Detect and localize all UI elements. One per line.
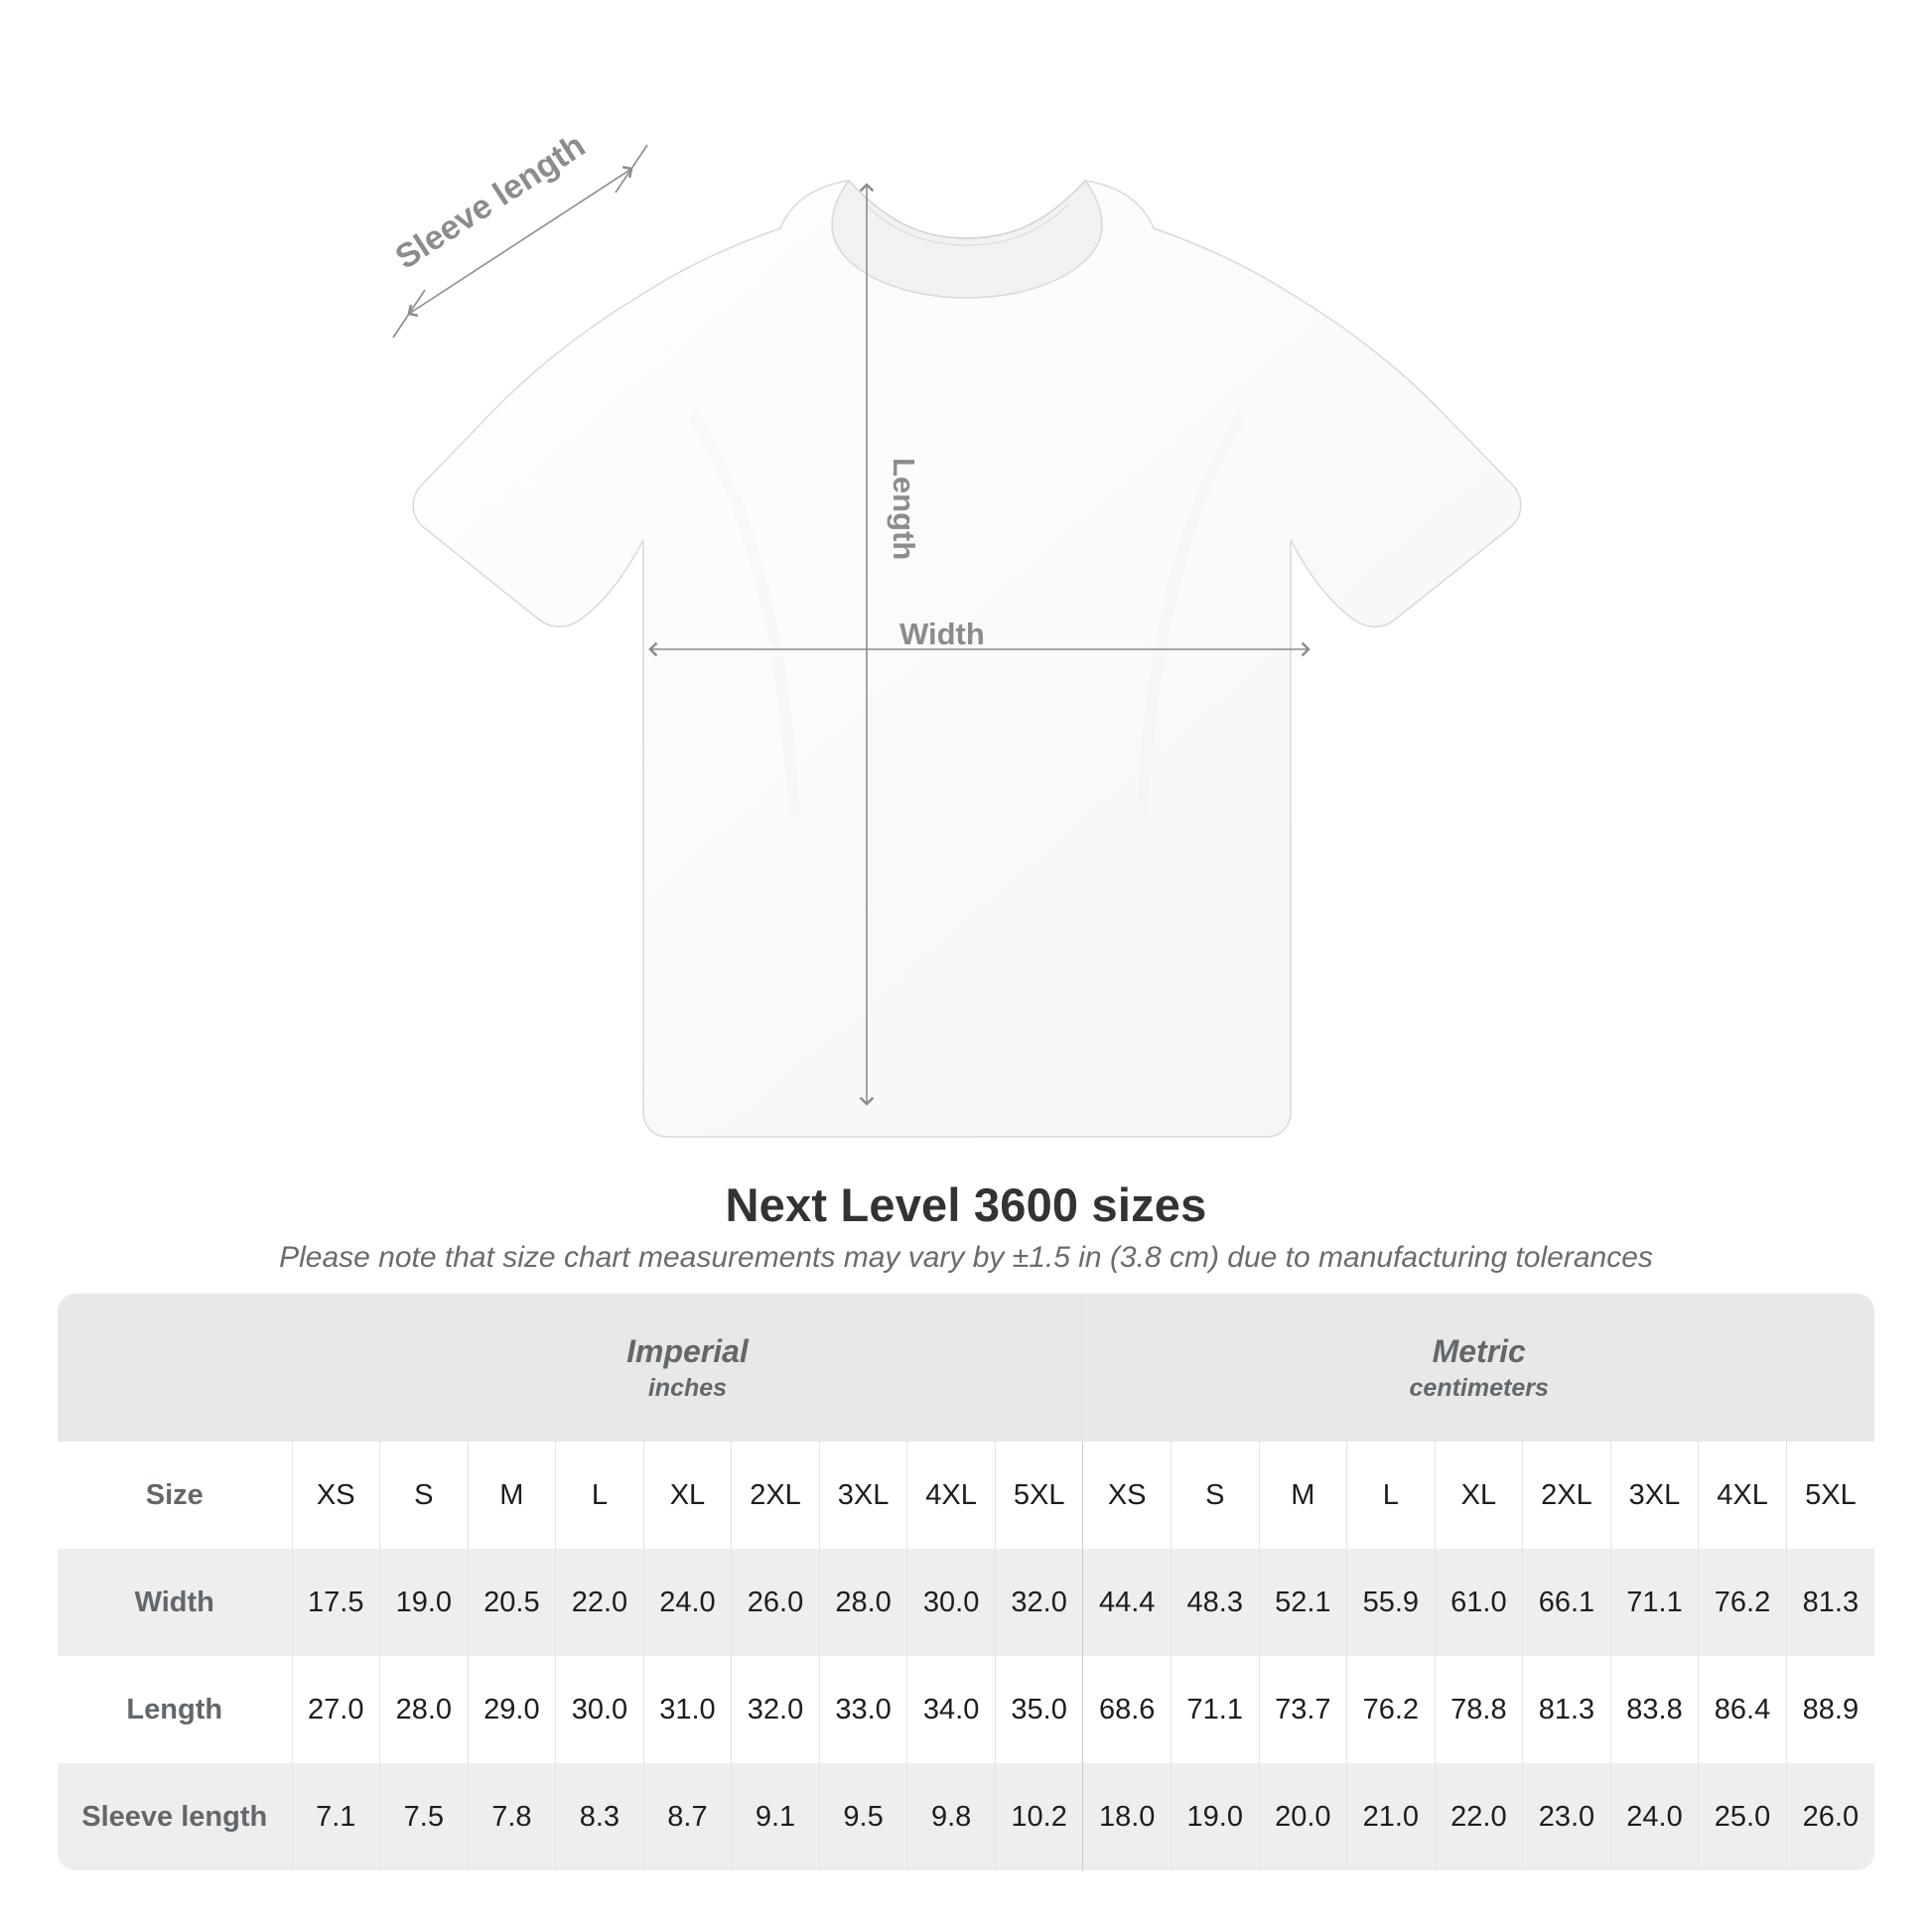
- svg-text:Length: Length: [887, 458, 921, 560]
- svg-text:Width: Width: [899, 617, 985, 651]
- svg-text:Sleeve length: Sleeve length: [389, 126, 593, 276]
